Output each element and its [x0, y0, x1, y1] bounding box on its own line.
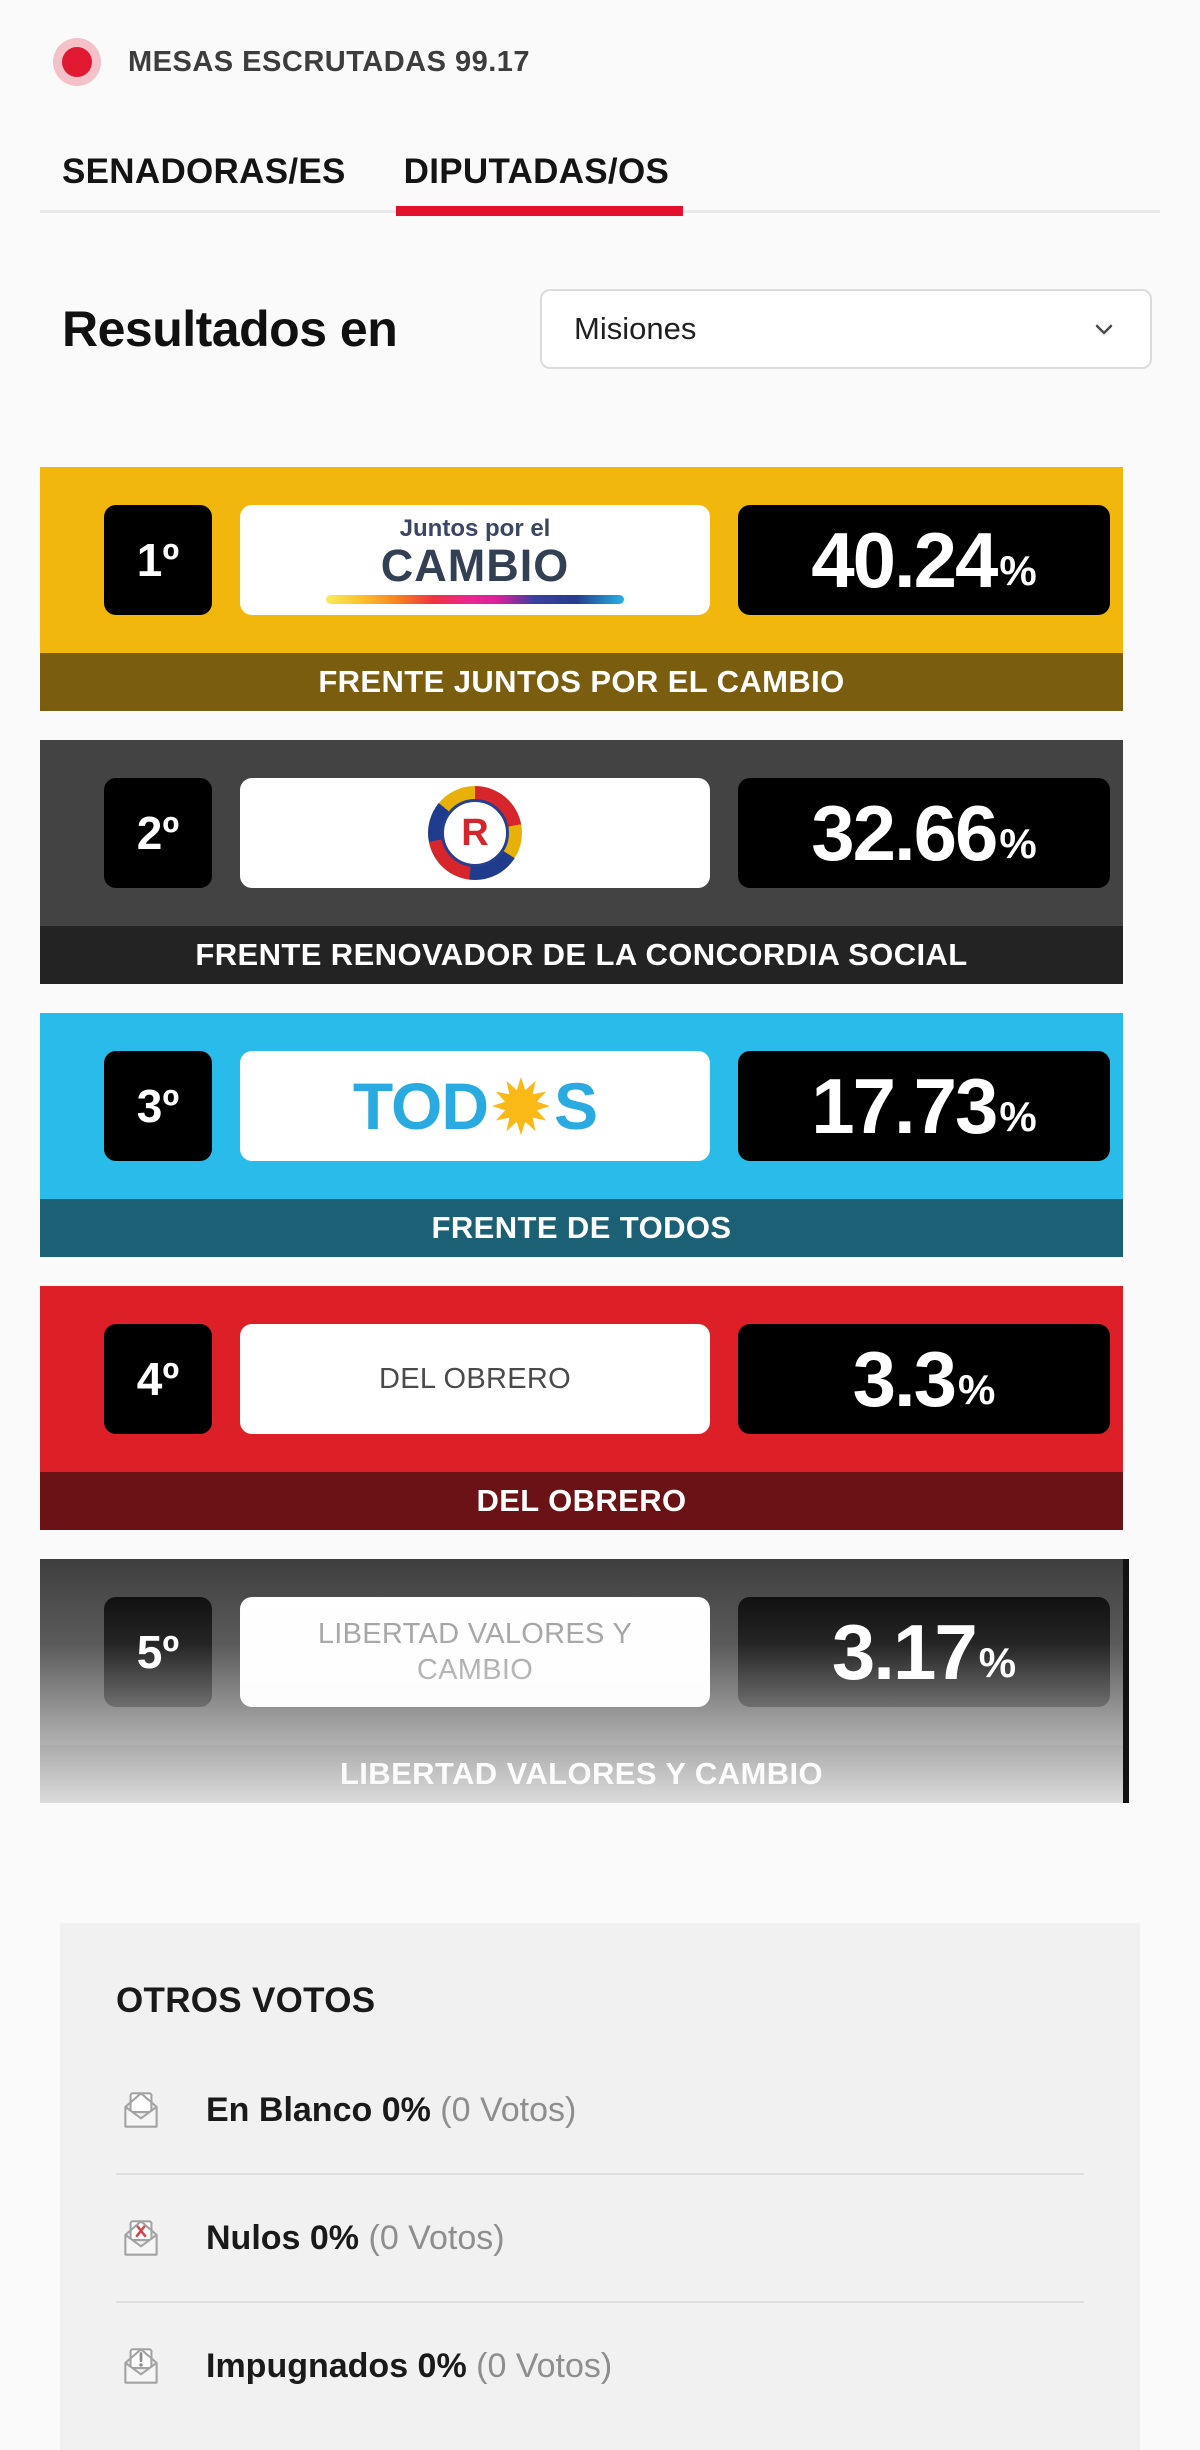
list-item: Impugnados 0% (0 Votos)	[116, 2303, 1084, 2429]
percent-box: 3.17 %	[738, 1597, 1110, 1707]
percent-box: 32.66 %	[738, 778, 1110, 888]
list-item: En Blanco 0% (0 Votos)	[116, 2047, 1084, 2173]
result-row: 5º LIBERTAD VALORES Y CAMBIO 3.17 % LIBE…	[40, 1559, 1129, 1803]
list-item-text: Impugnados 0% (0 Votos)	[206, 2346, 613, 2385]
list-item-text: Nulos 0% (0 Votos)	[206, 2218, 505, 2257]
position-badge: 5º	[104, 1597, 212, 1707]
divider	[116, 2301, 1084, 2303]
position-badge: 3º	[104, 1051, 212, 1161]
percent-box: 3.3 %	[738, 1324, 1110, 1434]
region-dropdown[interactable]: Misiones	[540, 289, 1152, 369]
position-badge: 2º	[104, 778, 212, 888]
rainbow-bar	[326, 594, 624, 604]
otros-votos-panel: OTROS VOTOS En Blanco 0% (0 Votos)	[60, 1923, 1140, 2450]
party-name-band: FRENTE DE TODOS	[40, 1199, 1123, 1257]
list-item: Nulos 0% (0 Votos)	[116, 2175, 1084, 2301]
party-logo: TOD S	[240, 1051, 710, 1161]
envelope-challenged-icon	[124, 2348, 158, 2384]
scrollbar-thumb[interactable]	[1123, 1559, 1129, 1803]
envelope-null-icon	[124, 2220, 158, 2256]
scrutinized-header: MESAS ESCRUTADAS 99.17	[0, 0, 1200, 84]
party-name-band: DEL OBRERO	[40, 1472, 1123, 1530]
todos-logo: TOD S	[352, 1069, 598, 1143]
party-name-band: LIBERTAD VALORES Y CAMBIO	[40, 1745, 1123, 1803]
result-row: 3º TOD S 17.73 % FRENTE DE TODOS	[40, 1013, 1123, 1257]
percent-box: 40.24 %	[738, 505, 1110, 615]
result-row: 4º DEL OBRERO 3.3 % DEL OBRERO	[40, 1286, 1123, 1530]
divider	[116, 2173, 1084, 2175]
live-red-dot-icon	[62, 47, 92, 77]
scrutinized-label: MESAS ESCRUTADAS 99.17	[128, 45, 531, 78]
sun-icon	[491, 1076, 551, 1136]
frente-renovador-emblem: R	[428, 786, 522, 880]
party-name-band: FRENTE JUNTOS POR EL CAMBIO	[40, 653, 1123, 711]
list-item-text: En Blanco 0% (0 Votos)	[206, 2090, 577, 2129]
chevron-down-icon	[1095, 324, 1113, 335]
result-row: 1º Juntos por el CAMBIO 40.24 % FRENTE J…	[40, 467, 1123, 711]
position-badge: 1º	[104, 505, 212, 615]
party-logo: DEL OBRERO	[240, 1324, 710, 1434]
party-logo: LIBERTAD VALORES Y CAMBIO	[240, 1597, 710, 1707]
position-badge: 4º	[104, 1324, 212, 1434]
results-list: 1º Juntos por el CAMBIO 40.24 % FRENTE J…	[40, 467, 1129, 1803]
envelope-blank-icon	[124, 2092, 158, 2128]
juntos-por-el-cambio-logo: Juntos por el CAMBIO	[326, 516, 624, 604]
region-dropdown-value: Misiones	[574, 311, 697, 346]
results-title: Resultados en	[62, 301, 398, 357]
party-name-band: FRENTE RENOVADOR DE LA CONCORDIA SOCIAL	[40, 926, 1123, 984]
percent-box: 17.73 %	[738, 1051, 1110, 1161]
chamber-tabs: SENADORAS/ES DIPUTADAS/OS	[40, 152, 1160, 216]
result-row: 2º R 32.66 % FRENTE RENOVADOR DE LA CONC…	[40, 740, 1123, 984]
otros-votos-title: OTROS VOTOS	[116, 1981, 376, 2020]
party-logo: Juntos por el CAMBIO	[240, 505, 710, 615]
otros-votos-list: En Blanco 0% (0 Votos) Nulos 0% (0 Votos…	[116, 2047, 1084, 2429]
party-logo: R	[240, 778, 710, 888]
results-header: Resultados en Misiones	[62, 289, 1152, 369]
tab-diputadas[interactable]: DIPUTADAS/OS	[395, 152, 684, 216]
tab-senadoras[interactable]: SENADORAS/ES	[62, 152, 346, 191]
